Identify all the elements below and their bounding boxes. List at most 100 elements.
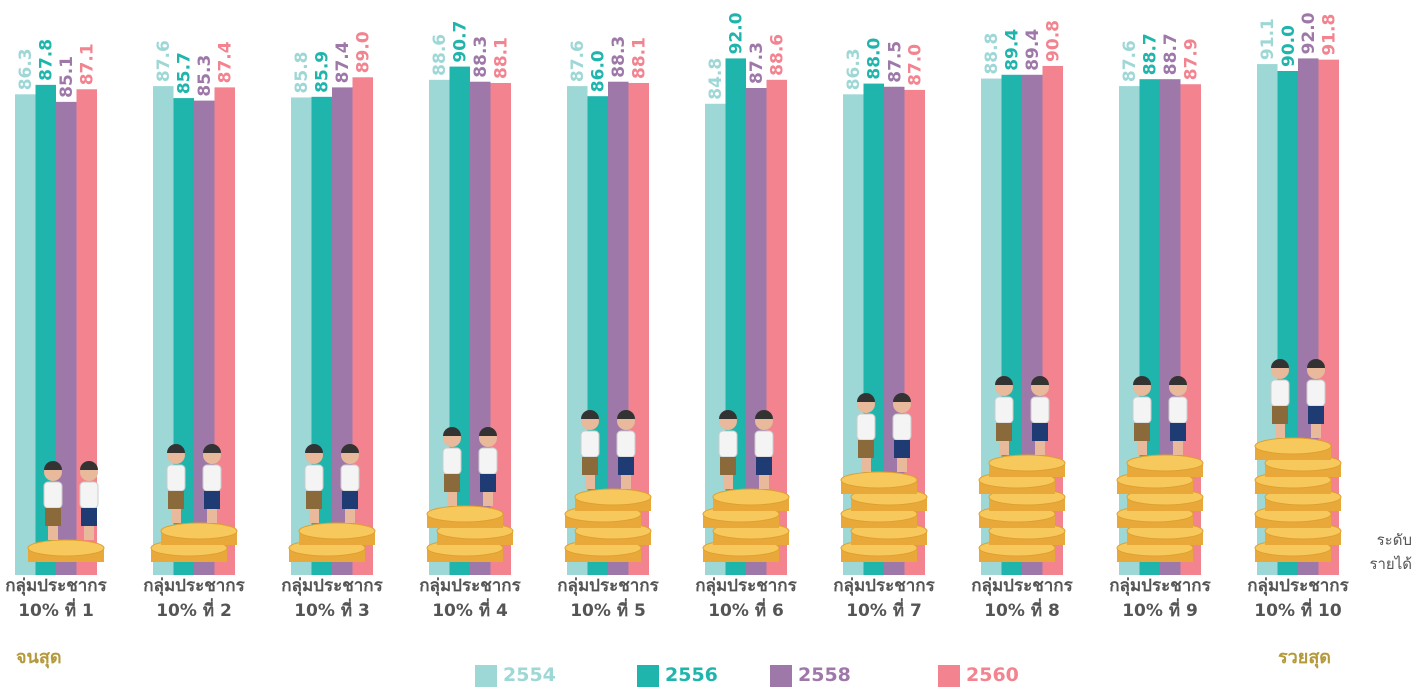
student — [723, 475, 733, 489]
bar — [1119, 86, 1140, 576]
student — [1272, 406, 1288, 424]
student — [345, 509, 355, 523]
student — [444, 474, 460, 492]
value-label: 86.3 — [844, 48, 864, 90]
bar — [981, 78, 1002, 575]
value-label: 88.1 — [492, 37, 512, 79]
student — [1308, 406, 1324, 424]
legend-swatch — [770, 665, 792, 687]
student — [1311, 424, 1321, 438]
student — [1168, 396, 1188, 424]
bar — [429, 79, 450, 575]
legend-label: 2556 — [665, 664, 718, 686]
x-tick-label: กลุ่มประชากร 10% ที่ 4 — [419, 576, 521, 621]
bar — [15, 94, 36, 575]
x-tick-label: กลุ่มประชากร 10% ที่ 9 — [1109, 576, 1211, 621]
student — [304, 464, 324, 492]
student — [618, 457, 634, 475]
value-label: 85.7 — [175, 52, 195, 94]
value-label: 88.3 — [471, 36, 491, 78]
value-label: 84.8 — [706, 58, 726, 100]
student — [617, 410, 635, 419]
bar — [1042, 65, 1063, 576]
value-label: 87.8 — [37, 39, 57, 81]
student — [616, 430, 636, 458]
student — [80, 461, 98, 470]
legend-swatch — [938, 665, 960, 687]
student — [204, 491, 220, 509]
coin — [840, 471, 918, 489]
student — [171, 509, 181, 523]
x-tick-label: กลุ่มประชากร 10% ที่ 10 — [1247, 576, 1349, 621]
coin — [27, 539, 105, 557]
student — [719, 410, 737, 419]
x-tick-label: กลุ่มประชากร 10% ที่ 1 — [5, 576, 107, 621]
student — [585, 475, 595, 489]
student — [167, 444, 185, 453]
value-label: 88.8 — [982, 33, 1002, 75]
student — [893, 393, 911, 402]
value-label: 85.3 — [195, 55, 215, 97]
student — [1032, 423, 1048, 441]
legend-label: 2560 — [966, 664, 1019, 686]
student — [718, 430, 738, 458]
student — [720, 457, 736, 475]
student — [342, 491, 358, 509]
value-label: 87.4 — [216, 41, 236, 83]
student — [582, 457, 598, 475]
x-tick-label: กลุ่มประชากร 10% ที่ 5 — [557, 576, 659, 621]
student — [1271, 359, 1289, 368]
student — [306, 491, 322, 509]
value-label: 88.7 — [1161, 33, 1181, 75]
value-label: 85.8 — [292, 52, 312, 94]
student — [621, 475, 631, 489]
x-tick-label: กลุ่มประชากร 10% ที่ 2 — [143, 576, 245, 621]
value-label: 86.3 — [16, 48, 36, 90]
student — [207, 509, 217, 523]
student — [44, 461, 62, 470]
student — [341, 444, 359, 453]
bar — [76, 89, 97, 576]
value-label: 85.9 — [313, 51, 333, 93]
student — [45, 508, 61, 526]
student — [996, 423, 1012, 441]
legend-label: 2554 — [503, 664, 556, 686]
student — [1031, 376, 1049, 385]
value-label: 92.0 — [727, 12, 747, 54]
x-tick-label: กลุ่มประชากร 10% ที่ 3 — [281, 576, 383, 621]
bar — [56, 101, 77, 576]
student — [580, 430, 600, 458]
student — [168, 491, 184, 509]
value-label: 90.7 — [451, 21, 471, 63]
student — [443, 427, 461, 436]
value-label: 87.1 — [78, 43, 98, 85]
student — [1169, 376, 1187, 385]
value-label: 88.7 — [1141, 33, 1161, 75]
student — [1170, 423, 1186, 441]
legend-swatch — [637, 665, 659, 687]
value-label: 88.1 — [630, 37, 650, 79]
value-label: 86.0 — [589, 50, 609, 92]
student — [1035, 441, 1045, 455]
student — [442, 447, 462, 475]
value-label: 87.9 — [1182, 38, 1202, 80]
student — [1270, 379, 1290, 407]
value-label: 87.4 — [333, 41, 353, 83]
student — [1306, 379, 1326, 407]
value-label: 87.6 — [154, 40, 174, 82]
bar — [35, 84, 56, 576]
value-label: 88.3 — [609, 36, 629, 78]
student — [1134, 423, 1150, 441]
x-tick-label: กลุ่มประชากร 10% ที่ 7 — [833, 576, 935, 621]
student — [1030, 396, 1050, 424]
x-tick-label: กลุ่มประชากร 10% ที่ 8 — [971, 576, 1073, 621]
value-label: 90.0 — [1279, 25, 1299, 67]
student — [203, 444, 221, 453]
student — [894, 440, 910, 458]
student — [84, 526, 94, 540]
student — [1137, 441, 1147, 455]
student — [48, 526, 58, 540]
value-label: 87.6 — [1120, 40, 1140, 82]
